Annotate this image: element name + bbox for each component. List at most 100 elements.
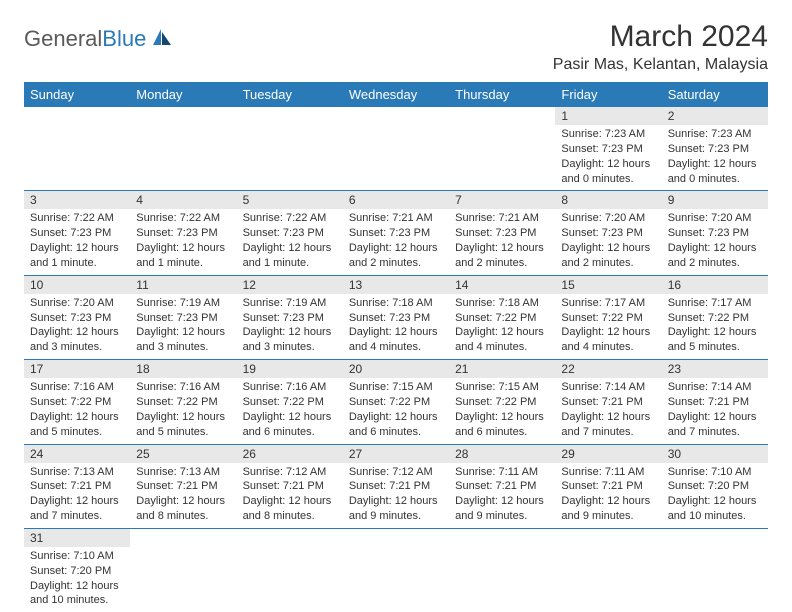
sunrise-text: Sunrise: 7:11 AM xyxy=(561,465,655,480)
day-body: Sunrise: 7:20 AMSunset: 7:23 PMDaylight:… xyxy=(555,209,661,274)
calendar-cell: 19Sunrise: 7:16 AMSunset: 7:22 PMDayligh… xyxy=(237,360,343,444)
day-body: Sunrise: 7:20 AMSunset: 7:23 PMDaylight:… xyxy=(24,294,130,359)
day-number: 15 xyxy=(555,276,661,294)
daylight-text: Daylight: 12 hours and 2 minutes. xyxy=(455,241,549,271)
day-number: 2 xyxy=(662,107,768,125)
calendar-cell xyxy=(130,528,236,612)
daylight-text: Daylight: 12 hours and 1 minute. xyxy=(136,241,230,271)
weekday-header: Wednesday xyxy=(343,82,449,107)
sunrise-text: Sunrise: 7:16 AM xyxy=(30,380,124,395)
sunset-text: Sunset: 7:23 PM xyxy=(136,226,230,241)
daylight-text: Daylight: 12 hours and 6 minutes. xyxy=(455,410,549,440)
sunrise-text: Sunrise: 7:12 AM xyxy=(349,465,443,480)
day-number: 3 xyxy=(24,191,130,209)
calendar-cell: 24Sunrise: 7:13 AMSunset: 7:21 PMDayligh… xyxy=(24,444,130,528)
daylight-text: Daylight: 12 hours and 2 minutes. xyxy=(349,241,443,271)
calendar-cell: 2Sunrise: 7:23 AMSunset: 7:23 PMDaylight… xyxy=(662,107,768,191)
sunset-text: Sunset: 7:23 PM xyxy=(136,311,230,326)
daylight-text: Daylight: 12 hours and 6 minutes. xyxy=(349,410,443,440)
day-number: 8 xyxy=(555,191,661,209)
day-number: 13 xyxy=(343,276,449,294)
sunset-text: Sunset: 7:22 PM xyxy=(349,395,443,410)
daylight-text: Daylight: 12 hours and 1 minute. xyxy=(243,241,337,271)
calendar-cell: 30Sunrise: 7:10 AMSunset: 7:20 PMDayligh… xyxy=(662,444,768,528)
daylight-text: Daylight: 12 hours and 5 minutes. xyxy=(136,410,230,440)
sunrise-text: Sunrise: 7:12 AM xyxy=(243,465,337,480)
weekday-header: Monday xyxy=(130,82,236,107)
calendar-cell: 10Sunrise: 7:20 AMSunset: 7:23 PMDayligh… xyxy=(24,275,130,359)
day-body: Sunrise: 7:15 AMSunset: 7:22 PMDaylight:… xyxy=(343,378,449,443)
day-body: Sunrise: 7:21 AMSunset: 7:23 PMDaylight:… xyxy=(449,209,555,274)
sunrise-text: Sunrise: 7:19 AM xyxy=(136,296,230,311)
daylight-text: Daylight: 12 hours and 7 minutes. xyxy=(668,410,762,440)
daylight-text: Daylight: 12 hours and 8 minutes. xyxy=(243,494,337,524)
day-body: Sunrise: 7:17 AMSunset: 7:22 PMDaylight:… xyxy=(555,294,661,359)
sunset-text: Sunset: 7:23 PM xyxy=(349,311,443,326)
sunset-text: Sunset: 7:22 PM xyxy=(455,395,549,410)
day-number: 28 xyxy=(449,445,555,463)
sunset-text: Sunset: 7:23 PM xyxy=(349,226,443,241)
sunrise-text: Sunrise: 7:16 AM xyxy=(243,380,337,395)
calendar-cell xyxy=(449,107,555,191)
sunset-text: Sunset: 7:23 PM xyxy=(561,226,655,241)
day-number: 26 xyxy=(237,445,343,463)
calendar-cell: 27Sunrise: 7:12 AMSunset: 7:21 PMDayligh… xyxy=(343,444,449,528)
calendar-cell: 16Sunrise: 7:17 AMSunset: 7:22 PMDayligh… xyxy=(662,275,768,359)
calendar-cell xyxy=(343,528,449,612)
calendar-cell: 22Sunrise: 7:14 AMSunset: 7:21 PMDayligh… xyxy=(555,360,661,444)
sunset-text: Sunset: 7:20 PM xyxy=(668,479,762,494)
calendar-cell: 29Sunrise: 7:11 AMSunset: 7:21 PMDayligh… xyxy=(555,444,661,528)
calendar-cell xyxy=(24,107,130,191)
sunrise-text: Sunrise: 7:23 AM xyxy=(561,127,655,142)
sunrise-text: Sunrise: 7:17 AM xyxy=(561,296,655,311)
day-body: Sunrise: 7:11 AMSunset: 7:21 PMDaylight:… xyxy=(555,463,661,528)
day-number: 16 xyxy=(662,276,768,294)
sunset-text: Sunset: 7:23 PM xyxy=(243,226,337,241)
day-number: 9 xyxy=(662,191,768,209)
calendar-cell: 20Sunrise: 7:15 AMSunset: 7:22 PMDayligh… xyxy=(343,360,449,444)
sunset-text: Sunset: 7:22 PM xyxy=(668,311,762,326)
day-number: 29 xyxy=(555,445,661,463)
day-body: Sunrise: 7:16 AMSunset: 7:22 PMDaylight:… xyxy=(24,378,130,443)
calendar-row: 17Sunrise: 7:16 AMSunset: 7:22 PMDayligh… xyxy=(24,360,768,444)
sunrise-text: Sunrise: 7:20 AM xyxy=(668,211,762,226)
day-number: 27 xyxy=(343,445,449,463)
sunset-text: Sunset: 7:20 PM xyxy=(30,564,124,579)
sunset-text: Sunset: 7:22 PM xyxy=(455,311,549,326)
sunrise-text: Sunrise: 7:16 AM xyxy=(136,380,230,395)
sunrise-text: Sunrise: 7:22 AM xyxy=(243,211,337,226)
weekday-header: Sunday xyxy=(24,82,130,107)
day-number: 20 xyxy=(343,360,449,378)
daylight-text: Daylight: 12 hours and 10 minutes. xyxy=(668,494,762,524)
sunrise-text: Sunrise: 7:18 AM xyxy=(349,296,443,311)
header: General Blue March 2024 Pasir Mas, Kelan… xyxy=(24,20,768,74)
sunrise-text: Sunrise: 7:14 AM xyxy=(668,380,762,395)
daylight-text: Daylight: 12 hours and 5 minutes. xyxy=(30,410,124,440)
calendar-cell: 11Sunrise: 7:19 AMSunset: 7:23 PMDayligh… xyxy=(130,275,236,359)
sunset-text: Sunset: 7:22 PM xyxy=(561,311,655,326)
calendar-cell xyxy=(343,107,449,191)
calendar-cell: 18Sunrise: 7:16 AMSunset: 7:22 PMDayligh… xyxy=(130,360,236,444)
sunset-text: Sunset: 7:23 PM xyxy=(561,142,655,157)
calendar-cell: 8Sunrise: 7:20 AMSunset: 7:23 PMDaylight… xyxy=(555,191,661,275)
daylight-text: Daylight: 12 hours and 7 minutes. xyxy=(30,494,124,524)
day-number: 1 xyxy=(555,107,661,125)
sunrise-text: Sunrise: 7:22 AM xyxy=(136,211,230,226)
day-number: 5 xyxy=(237,191,343,209)
day-number: 11 xyxy=(130,276,236,294)
calendar-cell: 3Sunrise: 7:22 AMSunset: 7:23 PMDaylight… xyxy=(24,191,130,275)
sunrise-text: Sunrise: 7:13 AM xyxy=(30,465,124,480)
calendar-cell xyxy=(449,528,555,612)
day-body: Sunrise: 7:22 AMSunset: 7:23 PMDaylight:… xyxy=(237,209,343,274)
location: Pasir Mas, Kelantan, Malaysia xyxy=(553,56,768,74)
day-body: Sunrise: 7:12 AMSunset: 7:21 PMDaylight:… xyxy=(237,463,343,528)
day-number: 23 xyxy=(662,360,768,378)
day-number: 18 xyxy=(130,360,236,378)
daylight-text: Daylight: 12 hours and 9 minutes. xyxy=(455,494,549,524)
day-body: Sunrise: 7:22 AMSunset: 7:23 PMDaylight:… xyxy=(24,209,130,274)
calendar-cell: 4Sunrise: 7:22 AMSunset: 7:23 PMDaylight… xyxy=(130,191,236,275)
sunset-text: Sunset: 7:23 PM xyxy=(668,226,762,241)
calendar-cell: 28Sunrise: 7:11 AMSunset: 7:21 PMDayligh… xyxy=(449,444,555,528)
sunrise-text: Sunrise: 7:10 AM xyxy=(30,549,124,564)
daylight-text: Daylight: 12 hours and 2 minutes. xyxy=(561,241,655,271)
